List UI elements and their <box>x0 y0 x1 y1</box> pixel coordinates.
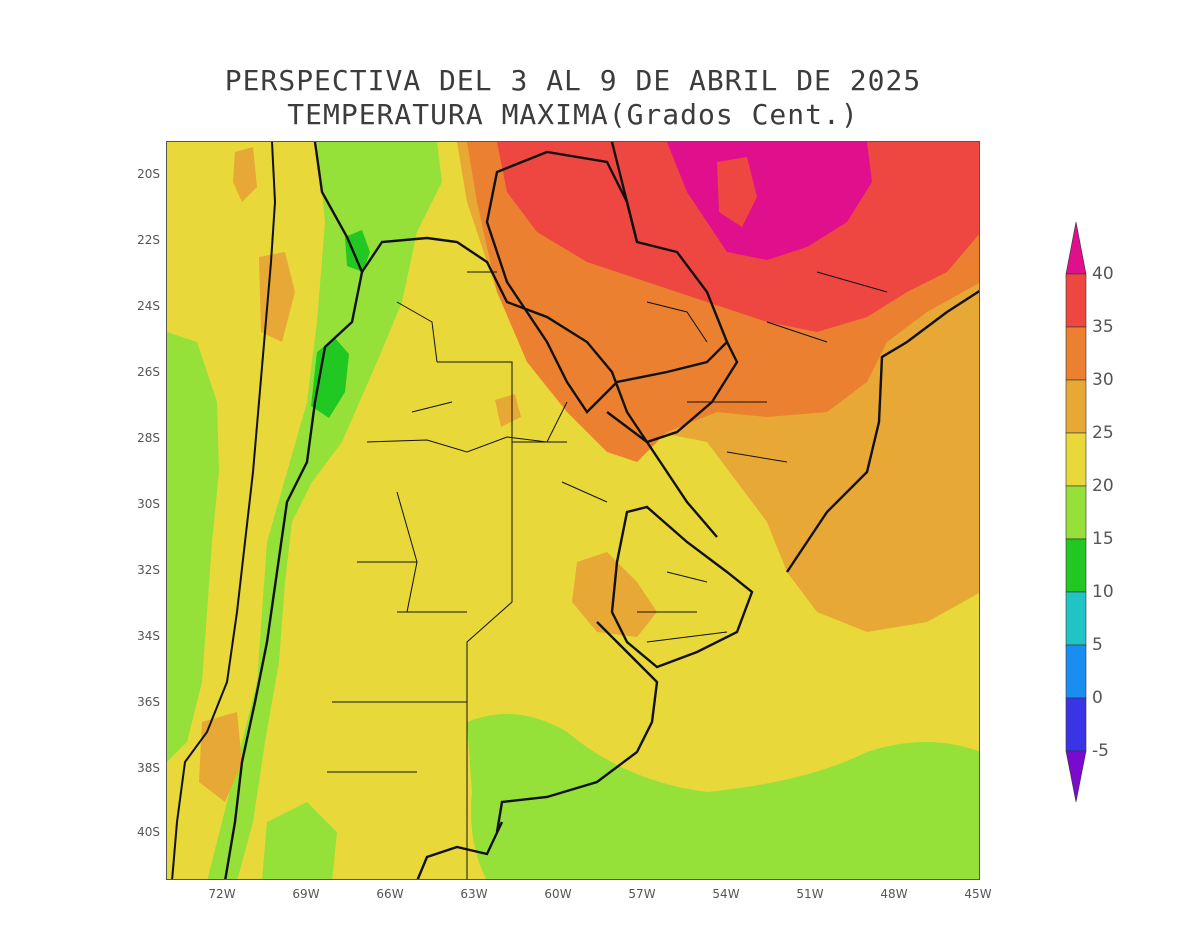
lon-label-45w: 45W <box>964 887 992 901</box>
lat-label-28s: 28S <box>137 431 160 445</box>
colorbar-label-35: 35 <box>1092 317 1114 337</box>
lat-label-24s: 24S <box>137 299 160 313</box>
zone-darkgreen-2 <box>311 338 349 418</box>
colorbar-label-5: 5 <box>1092 635 1103 655</box>
lat-label-32s: 32S <box>137 563 160 577</box>
lon-label-63w: 63W <box>460 887 488 901</box>
bolivia-brazil-border <box>610 142 639 243</box>
colorbar-label-30: 30 <box>1092 370 1114 390</box>
lat-label-40s: 40S <box>137 825 160 839</box>
colorbar-swatch-15-20 <box>1065 485 1087 540</box>
lat-label-36s: 36S <box>137 695 160 709</box>
lat-label-20s: 20S <box>137 167 160 181</box>
atlantic-coast-brazil <box>786 289 979 573</box>
temperature-map <box>166 141 980 880</box>
zone-darkgreen-1 <box>345 230 370 272</box>
brazil-argentina-border <box>606 341 739 444</box>
zone-red-inner-spot <box>717 157 757 227</box>
colorbar-label-15: 15 <box>1092 529 1114 549</box>
colorbar-swatch-10-15 <box>1065 538 1087 593</box>
colorbar-swatch-30-35 <box>1065 326 1087 381</box>
patagonia-coast <box>416 821 504 879</box>
map-title: PERSPECTIVA DEL 3 AL 9 DE ABRIL DE 2025 <box>224 64 922 97</box>
zone-green-south-atlantic <box>467 714 979 879</box>
colorbar-swatch-20-25 <box>1065 432 1087 487</box>
zone-orange-andes-spot-2 <box>199 712 242 802</box>
lon-label-66w: 66W <box>376 887 404 901</box>
colorbar-label-25: 25 <box>1092 423 1114 443</box>
lon-label-69w: 69W <box>292 887 320 901</box>
argentina-north-border <box>361 236 718 538</box>
colorbar-swatch-above-40 <box>1065 222 1087 275</box>
lon-label-57w: 57W <box>628 887 656 901</box>
lat-label-34s: 34S <box>137 629 160 643</box>
colorbar-swatch-35-40 <box>1065 273 1087 328</box>
zone-orange-andes-spot-1 <box>259 252 295 342</box>
zone-orange-andes-spot-3 <box>233 147 257 202</box>
colorbar-swatch-minus5-0 <box>1065 697 1087 752</box>
lat-label-30s: 30S <box>137 497 160 511</box>
paraguay-border <box>485 150 729 414</box>
lon-label-48w: 48W <box>880 887 908 901</box>
lon-label-51w: 51W <box>796 887 824 901</box>
zone-orange-chaco-spot <box>495 394 521 427</box>
zone-green-andes <box>207 142 442 879</box>
lat-label-38s: 38S <box>137 761 160 775</box>
chile-coast <box>171 142 277 879</box>
lon-label-60w: 60W <box>544 887 572 901</box>
colorbar-swatch-below-minus5 <box>1065 750 1087 803</box>
colorbar-label-20: 20 <box>1092 476 1114 496</box>
boundaries <box>171 142 979 879</box>
colorbar <box>1065 222 1087 803</box>
colorbar-label-40: 40 <box>1092 264 1114 284</box>
map-canvas <box>167 142 979 879</box>
colorbar-swatch-25-30 <box>1065 379 1087 434</box>
lat-label-22s: 22S <box>137 233 160 247</box>
lon-label-54w: 54W <box>712 887 740 901</box>
lat-label-26s: 26S <box>137 365 160 379</box>
colorbar-label-0: 0 <box>1092 688 1103 708</box>
colorbar-swatch-5-10 <box>1065 591 1087 646</box>
uruguay-border <box>610 505 754 669</box>
zone-green-patagonia <box>262 802 337 879</box>
colorbar-label-10: 10 <box>1092 582 1114 602</box>
colorbar-label-minus5: -5 <box>1092 741 1109 761</box>
chile-argentina-border <box>224 142 364 879</box>
rio-de-la-plata-coast <box>495 621 659 833</box>
lon-label-72w: 72W <box>208 887 236 901</box>
map-subtitle: TEMPERATURA MAXIMA(Grados Cent.) <box>287 98 859 131</box>
colorbar-swatch-0-5 <box>1065 644 1087 699</box>
zone-green-chile <box>167 332 219 762</box>
province-lines <box>327 271 888 879</box>
